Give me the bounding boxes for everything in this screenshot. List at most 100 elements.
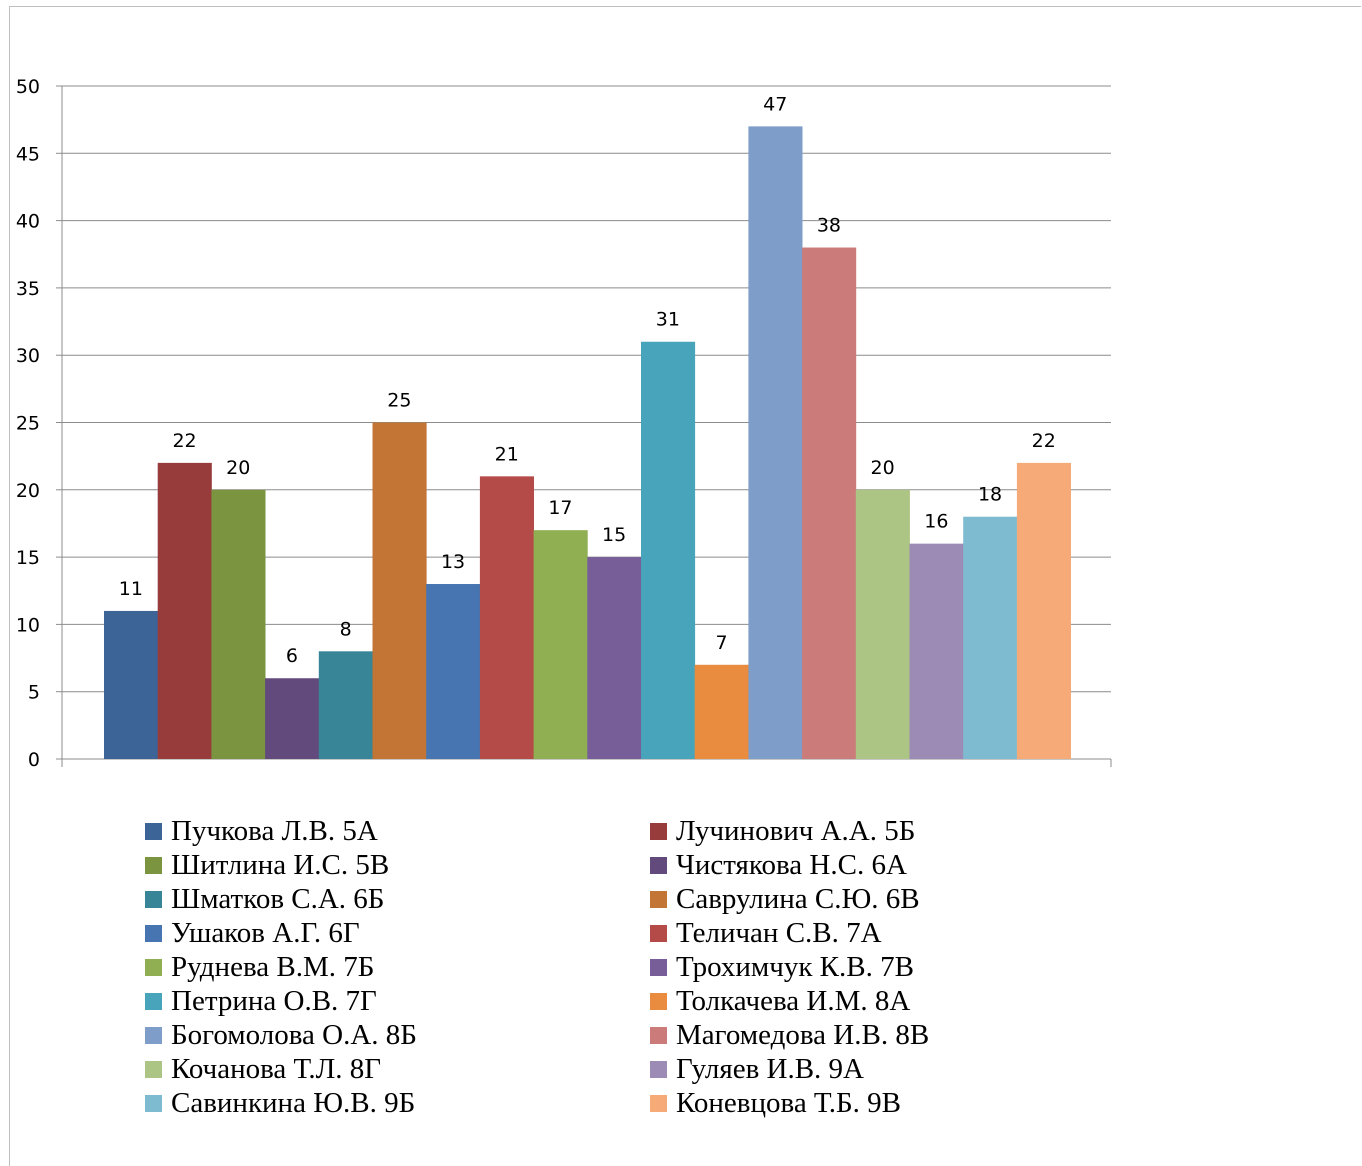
bar: [318, 651, 373, 759]
legend-item: Руднева В.М. 7Б: [145, 950, 650, 984]
bar: [963, 516, 1018, 759]
legend-item: Гуляев И.В. 9А: [650, 1052, 1045, 1086]
data-label: 11: [119, 578, 143, 600]
bar: [104, 610, 159, 759]
legend-item: Кочанова Т.Л. 8Г: [145, 1052, 650, 1086]
y-tick-label: 25: [16, 413, 40, 435]
data-label: 22: [1032, 430, 1056, 452]
legend-swatch: [650, 890, 667, 908]
legend-label: Толкачева И.М. 8А: [676, 985, 911, 1017]
legend-item: Богомолова О.А. 8Б: [145, 1018, 650, 1052]
bar: [157, 462, 212, 759]
bar: [211, 489, 266, 759]
bar: [694, 664, 749, 759]
legend-item: Лучинович А.А. 5Б: [650, 814, 1045, 848]
legend-item: Пучкова Л.В. 5А: [145, 814, 650, 848]
data-label: 25: [387, 390, 411, 412]
bar-chart: 0 5 10 15 20 25 30 35 40 45 50 11 22 20 6 8 25 13 21 17 15 3…: [16, 76, 1112, 771]
data-label: 22: [172, 430, 196, 452]
y-tick-label: 15: [16, 547, 40, 569]
legend-item: Ушаков А.Г. 6Г: [145, 916, 650, 950]
data-label: 20: [871, 457, 895, 479]
legend-label: Савинкина Ю.В. 9Б: [171, 1087, 416, 1119]
legend-swatch: [145, 1060, 162, 1078]
bar: [855, 489, 910, 759]
data-label: 21: [495, 443, 519, 465]
y-tick-label: 10: [16, 614, 40, 636]
legend-label: Ушаков А.Г. 6Г: [171, 917, 360, 949]
bar: [1016, 462, 1071, 759]
legend-label: Шитлина И.С. 5В: [171, 849, 390, 881]
legend-swatch: [145, 1094, 162, 1112]
bar: [265, 678, 320, 759]
legend-label: Магомедова И.В. 8В: [676, 1019, 930, 1051]
y-tick-label: 0: [28, 749, 40, 771]
bar: [748, 126, 803, 759]
legend-label: Гуляев И.В. 9А: [676, 1053, 864, 1085]
data-label: 13: [441, 551, 465, 573]
legend-item: Шитлина И.С. 5В: [145, 848, 650, 882]
legend-item: Коневцова Т.Б. 9В: [650, 1086, 1045, 1120]
y-tick-label: 40: [16, 211, 40, 233]
chart-frame: [9, 6, 1361, 1166]
legend-swatch: [650, 924, 667, 942]
bar: [533, 530, 588, 759]
data-label: 8: [340, 618, 352, 640]
legend-item: Саврулина С.Ю. 6В: [650, 882, 1045, 916]
y-tick-label: 35: [16, 278, 40, 300]
legend-item: Чистякова Н.С. 6А: [650, 848, 1045, 882]
legend-swatch: [650, 1094, 667, 1112]
legend-label: Лучинович А.А. 5Б: [676, 815, 916, 847]
legend-label: Чистякова Н.С. 6А: [676, 849, 907, 881]
legend-swatch: [145, 958, 162, 976]
legend-swatch: [650, 1060, 667, 1078]
legend-swatch: [145, 992, 162, 1010]
legend-swatch: [145, 822, 162, 840]
legend-item: Петрина О.В. 7Г: [145, 984, 650, 1018]
y-tick-label: 5: [28, 682, 40, 704]
bars: [104, 126, 1071, 759]
data-label: 17: [548, 497, 572, 519]
legend-label: Шматков С.А. 6Б: [171, 883, 385, 915]
data-label: 38: [817, 215, 841, 237]
legend-label: Пучкова Л.В. 5А: [171, 815, 378, 847]
legend-swatch: [145, 856, 162, 874]
legend-label: Теличан С.В. 7А: [676, 917, 882, 949]
legend-item: Шматков С.А. 6Б: [145, 882, 650, 916]
bar: [909, 543, 964, 759]
bar: [479, 476, 534, 759]
data-label: 7: [716, 632, 728, 654]
legend-swatch: [650, 1026, 667, 1044]
y-tick-label: 50: [16, 76, 40, 98]
data-label: 6: [286, 645, 298, 667]
legend-label: Богомолова О.А. 8Б: [171, 1019, 417, 1051]
legend-swatch: [650, 992, 667, 1010]
legend-item: Трохимчук К.В. 7В: [650, 950, 1045, 984]
legend-label: Коневцова Т.Б. 9В: [676, 1087, 901, 1119]
legend-swatch: [650, 856, 667, 874]
legend-item: Савинкина Ю.В. 9Б: [145, 1086, 650, 1120]
y-tick-labels: 0 5 10 15 20 25 30 35 40 45 50: [16, 76, 40, 771]
legend-swatch: [650, 822, 667, 840]
y-tick-label: 45: [16, 143, 40, 165]
y-tick-label: 30: [16, 345, 40, 367]
data-label: 20: [226, 457, 250, 479]
legend-label: Руднева В.М. 7Б: [171, 951, 375, 983]
bar: [372, 422, 427, 759]
legend-swatch: [145, 924, 162, 942]
y-tick-label: 20: [16, 480, 40, 502]
data-label: 47: [763, 93, 787, 115]
legend-item: Теличан С.В. 7А: [650, 916, 1045, 950]
legend-swatch: [145, 1026, 162, 1044]
data-label: 15: [602, 524, 626, 546]
data-labels: 11 22 20 6 8 25 13 21 17 15 31 7 47 38 20 16 18 22: [119, 93, 1056, 667]
legend-swatch: [145, 890, 162, 908]
legend-label: Саврулина С.Ю. 6В: [676, 883, 920, 915]
legend-label: Кочанова Т.Л. 8Г: [171, 1053, 382, 1085]
bar: [587, 557, 642, 759]
legend-label: Трохимчук К.В. 7В: [676, 951, 914, 983]
legend: Пучкова Л.В. 5А Лучинович А.А. 5Б Шитлина …: [145, 814, 1045, 1120]
data-label: 31: [656, 309, 680, 331]
legend-label: Петрина О.В. 7Г: [171, 985, 377, 1017]
legend-item: Магомедова И.В. 8В: [650, 1018, 1045, 1052]
